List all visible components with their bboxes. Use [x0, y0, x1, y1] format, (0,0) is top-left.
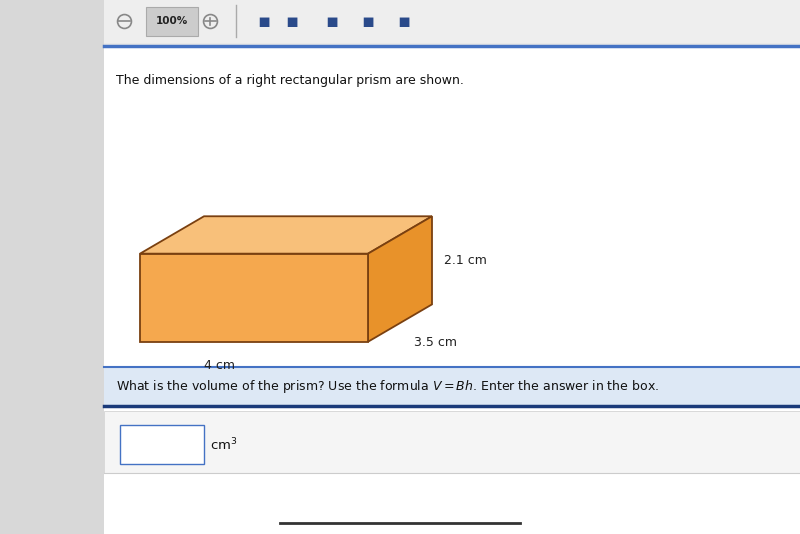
Text: ▪: ▪: [398, 12, 410, 31]
Text: 2.1 cm: 2.1 cm: [444, 254, 487, 267]
Polygon shape: [140, 254, 368, 342]
Polygon shape: [368, 216, 432, 342]
Text: 3.5 cm: 3.5 cm: [414, 335, 458, 349]
FancyBboxPatch shape: [146, 7, 198, 36]
FancyBboxPatch shape: [120, 425, 204, 464]
FancyBboxPatch shape: [104, 0, 800, 43]
Text: cm$^3$: cm$^3$: [210, 436, 237, 453]
FancyBboxPatch shape: [104, 46, 800, 534]
FancyBboxPatch shape: [0, 0, 104, 534]
Text: ▪: ▪: [362, 12, 374, 31]
Text: ▪: ▪: [286, 12, 298, 31]
Text: 100%: 100%: [156, 17, 188, 26]
Text: ▪: ▪: [326, 12, 338, 31]
Polygon shape: [140, 216, 432, 254]
FancyBboxPatch shape: [104, 411, 800, 473]
Text: ▪: ▪: [258, 12, 270, 31]
Text: The dimensions of a right rectangular prism are shown.: The dimensions of a right rectangular pr…: [116, 74, 464, 87]
Text: What is the volume of the prism? Use the formula $V = Bh$. Enter the answer in t: What is the volume of the prism? Use the…: [116, 378, 659, 395]
Text: 4 cm: 4 cm: [204, 359, 235, 372]
FancyBboxPatch shape: [104, 367, 800, 406]
